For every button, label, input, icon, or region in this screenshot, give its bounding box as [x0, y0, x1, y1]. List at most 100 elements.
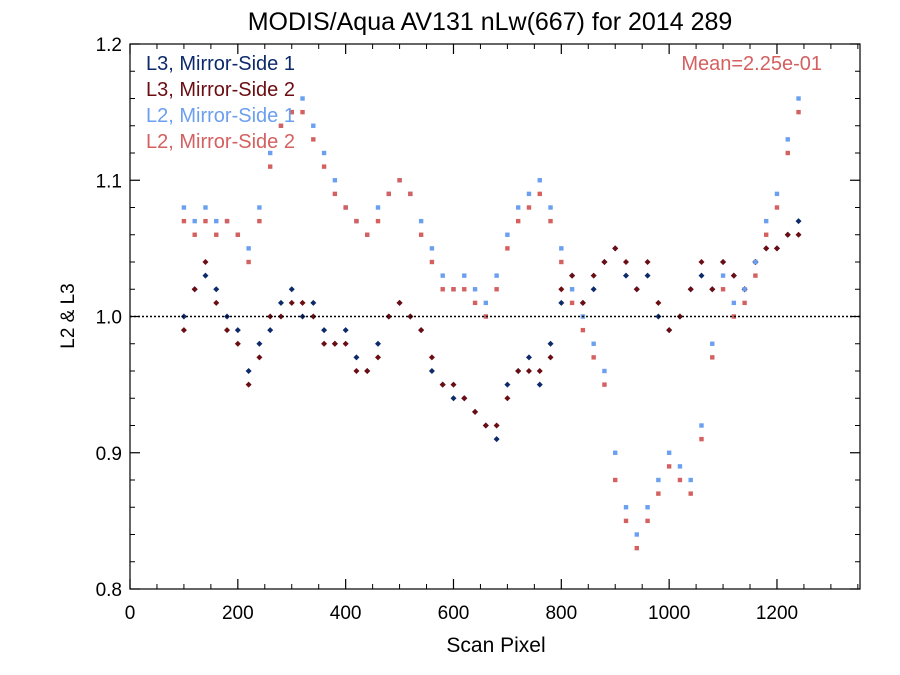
data-point	[525, 354, 532, 361]
data-point	[192, 232, 197, 237]
data-point	[375, 354, 382, 361]
y-tick-label: 1.0	[96, 308, 122, 329]
data-point	[536, 368, 543, 374]
data-point	[515, 218, 521, 224]
data-point	[602, 368, 607, 374]
data-point	[461, 395, 468, 402]
data-point	[289, 109, 294, 115]
data-point	[613, 477, 618, 483]
data-point	[267, 164, 273, 169]
data-point	[181, 218, 187, 224]
data-point	[493, 436, 500, 443]
data-point	[332, 191, 338, 197]
data-point	[267, 327, 274, 334]
data-point	[580, 327, 586, 333]
data-point	[742, 300, 747, 306]
mean-annotation: Mean=2.25e-01	[681, 53, 822, 75]
x-tick-label: 400	[330, 603, 362, 624]
data-point	[569, 300, 575, 306]
data-point	[710, 341, 715, 346]
data-point	[450, 381, 457, 388]
data-point	[795, 231, 802, 238]
data-point	[472, 300, 478, 306]
data-point	[634, 532, 639, 537]
data-point	[321, 164, 327, 169]
data-point	[688, 491, 693, 496]
data-point	[623, 505, 629, 510]
data-point	[623, 259, 630, 265]
x-tick-label: 0	[125, 603, 136, 624]
data-point	[795, 218, 802, 225]
data-point	[440, 273, 445, 278]
data-point	[645, 505, 650, 510]
series-4	[181, 109, 801, 551]
x-tick-label: 200	[222, 603, 254, 624]
data-point	[537, 191, 542, 197]
y-tick-label: 0.9	[96, 444, 122, 465]
data-point	[342, 340, 349, 347]
data-point	[699, 436, 704, 442]
y-tick-label: 0.8	[96, 580, 122, 601]
data-point	[656, 477, 661, 483]
data-point	[472, 287, 478, 292]
data-point	[234, 340, 241, 347]
data-point	[753, 273, 758, 278]
data-point	[288, 286, 295, 293]
data-point	[257, 218, 262, 224]
data-point	[720, 259, 727, 265]
data-point	[365, 232, 370, 237]
data-point	[644, 272, 651, 279]
data-point	[699, 423, 704, 428]
data-point	[525, 368, 532, 374]
data-point	[224, 218, 230, 224]
data-point	[548, 218, 553, 224]
data-point	[526, 191, 532, 197]
data-point	[634, 545, 639, 551]
legend: L3, Mirror-Side 1 L3, Mirror-Side 2 L2, Mi…	[146, 53, 295, 153]
data-point	[547, 354, 554, 361]
data-point	[408, 191, 413, 197]
data-point	[331, 340, 338, 347]
data-point	[214, 232, 219, 237]
data-point	[687, 286, 694, 293]
data-point	[203, 218, 208, 224]
data-point	[278, 123, 284, 128]
data-point	[710, 355, 715, 360]
data-point	[202, 259, 209, 265]
data-point	[332, 178, 338, 183]
data-point	[785, 137, 790, 142]
data-point	[504, 395, 511, 402]
data-point	[666, 464, 672, 469]
data-point	[180, 327, 187, 334]
data-point	[590, 272, 597, 279]
data-point	[698, 272, 705, 279]
data-point	[311, 123, 316, 128]
data-point	[559, 246, 564, 251]
data-point	[375, 340, 382, 347]
data-point	[773, 245, 780, 252]
x-axis-label: Scan Pixel	[446, 634, 545, 657]
axes: 0 200 400 600 800 1000 1200 0.8 0.9 1.0 1.1 1.2	[96, 35, 860, 624]
data-point	[483, 314, 489, 319]
data-point	[656, 491, 661, 496]
data-point	[633, 286, 640, 293]
data-point	[342, 327, 349, 334]
data-point	[234, 327, 241, 334]
data-point	[613, 450, 618, 455]
data-point	[515, 368, 522, 374]
data-point	[364, 368, 371, 374]
data-point	[181, 205, 187, 210]
data-point	[559, 259, 564, 265]
data-point	[677, 477, 683, 483]
data-point	[774, 205, 780, 210]
data-point	[698, 259, 705, 265]
data-point	[591, 341, 596, 346]
data-point	[796, 109, 801, 115]
data-point	[439, 381, 446, 388]
data-point	[429, 246, 435, 251]
data-point	[753, 259, 758, 265]
data-point	[537, 178, 542, 183]
x-tick-label: 1000	[648, 603, 690, 624]
data-point	[731, 300, 737, 306]
